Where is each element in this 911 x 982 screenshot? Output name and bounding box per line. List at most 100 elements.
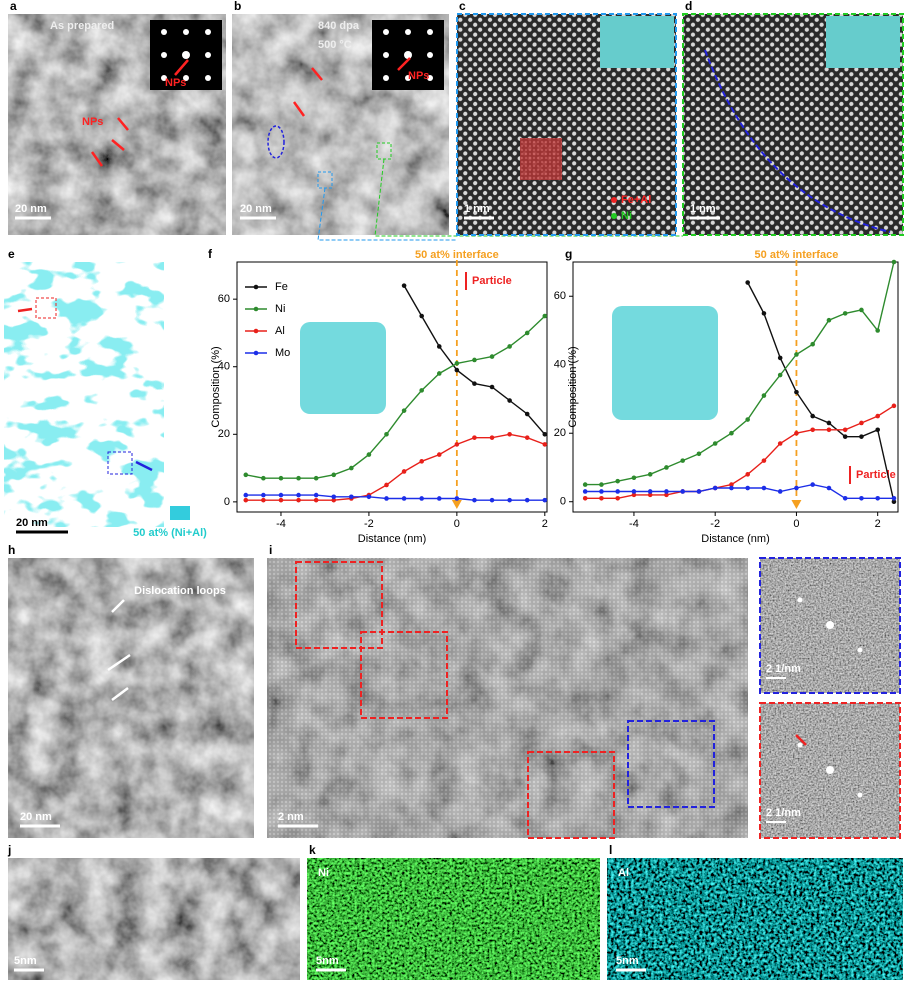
arrows (107, 599, 131, 701)
data-point (472, 381, 477, 386)
data-point (472, 357, 477, 363)
panel-label: b (234, 0, 241, 13)
data-point (745, 485, 750, 491)
data-point (243, 472, 249, 478)
apt-inset (300, 322, 386, 414)
data-point (524, 497, 530, 503)
data-point (712, 441, 718, 446)
diffraction-spots (383, 29, 433, 81)
data-point (401, 496, 407, 501)
data-point (696, 451, 702, 457)
data-point (524, 330, 530, 336)
data-point (349, 465, 354, 471)
data-point (507, 344, 512, 349)
data-point (489, 354, 495, 359)
data-point (472, 497, 477, 503)
interface-arrow (791, 500, 802, 509)
data-point (419, 459, 424, 464)
data-point (794, 430, 799, 436)
data-point (859, 496, 864, 501)
data-point (826, 427, 832, 433)
data-point (296, 492, 301, 498)
data-point (745, 280, 750, 285)
data-point (891, 496, 897, 501)
region (107, 451, 133, 475)
scale-bar-label: 5nm (316, 955, 339, 967)
data-point (278, 475, 284, 481)
fft-spots (797, 597, 863, 798)
panel-label: j (7, 843, 11, 857)
x-axis-label: Distance (nm) (701, 533, 769, 545)
data-point (664, 489, 669, 494)
data-point (542, 442, 548, 447)
arrow (17, 307, 33, 313)
data-point (859, 434, 864, 439)
region (35, 297, 57, 319)
x-tick-label: 2 (542, 518, 548, 530)
data-point (631, 475, 637, 481)
legend-label: Mo (275, 347, 290, 359)
arrow (135, 460, 153, 472)
legend-label: Fe (275, 281, 288, 293)
legend-label: Al (275, 325, 285, 337)
y-tick-label: 40 (554, 359, 566, 371)
data-point (875, 328, 880, 333)
data-point (243, 492, 249, 498)
series-line (585, 405, 895, 499)
y-axis-label: Composition (%) (210, 346, 222, 427)
annotation: 500 °C (318, 39, 352, 51)
x-tick-label: -2 (710, 518, 720, 530)
x-tick-label: 0 (793, 518, 799, 530)
data-point (419, 496, 424, 501)
annotation: Dislocation loops (134, 585, 226, 597)
legend-marker (253, 328, 259, 334)
panel-label: e (8, 247, 15, 261)
scale-bar-label: 1 nm (464, 203, 490, 215)
scale-bar-label: 2 1/nm (766, 807, 801, 819)
data-point (313, 475, 319, 481)
plot-frame (236, 261, 548, 513)
y-axis-label: Composition (%) (567, 346, 579, 427)
data-point (761, 485, 767, 491)
data-point (599, 496, 604, 501)
data-point (296, 497, 301, 503)
series-line (585, 483, 894, 499)
legend-marker (253, 306, 259, 312)
panel-label: a (10, 0, 17, 13)
data-point (507, 431, 512, 437)
data-point (761, 393, 767, 398)
data-point (384, 496, 389, 501)
data-point (664, 492, 669, 498)
data-point (454, 442, 460, 447)
data-point (278, 497, 284, 503)
annotation: 50 at% (Ni+Al) (133, 527, 207, 539)
apt-inset (612, 306, 718, 420)
data-point (582, 496, 588, 501)
data-point (436, 496, 442, 501)
data-point (489, 497, 495, 503)
interface (704, 49, 891, 233)
data-point (261, 492, 266, 498)
data-point (810, 341, 815, 347)
x-axis-label: Distance (nm) (358, 533, 426, 545)
data-point (615, 489, 620, 494)
data-point (777, 489, 783, 494)
panel-label: l (609, 843, 612, 857)
data-point (875, 496, 880, 501)
scale-bar-label: 1 nm (690, 203, 716, 215)
data-point (761, 458, 767, 463)
arrows (90, 59, 189, 167)
data-point (615, 478, 620, 484)
legend-marker (253, 350, 259, 356)
data-point (794, 485, 799, 491)
legend-dot (611, 197, 617, 203)
y-tick-label: 0 (560, 496, 566, 508)
legend-marker (253, 284, 259, 290)
data-point (419, 388, 424, 393)
data-point (489, 435, 495, 440)
data-point (401, 283, 407, 288)
region (267, 125, 285, 159)
diffraction-spots (161, 29, 211, 81)
data-point (472, 435, 477, 440)
